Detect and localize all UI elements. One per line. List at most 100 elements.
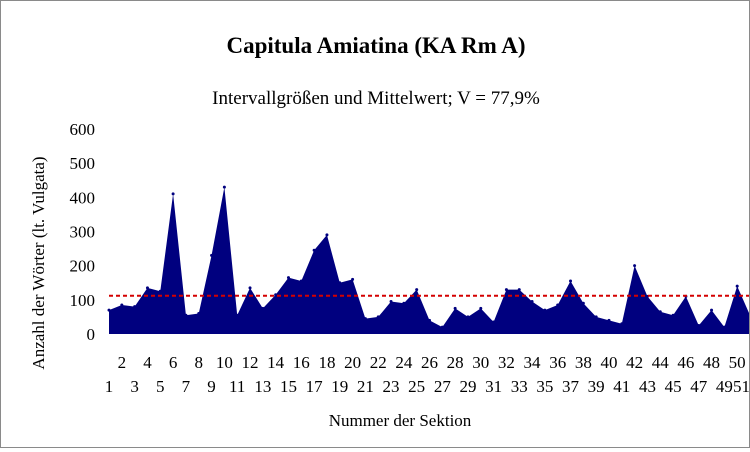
x-tick-label: 29 [459, 377, 476, 396]
data-point-31 [492, 320, 496, 324]
data-point-28 [453, 306, 457, 310]
y-tick-label: 0 [87, 325, 96, 344]
y-tick-label: 600 [70, 120, 96, 139]
y-tick-label: 100 [70, 291, 96, 310]
x-tick-label: 44 [652, 353, 670, 372]
x-tick-label: 30 [472, 353, 489, 372]
x-tick-label: 49 [716, 377, 733, 396]
x-tick-label: 38 [575, 353, 592, 372]
x-tick-label: 39 [588, 377, 605, 396]
x-tick-label: 25 [408, 377, 425, 396]
x-tick-label: 37 [562, 377, 580, 396]
x-tick-label: 45 [665, 377, 682, 396]
x-tick-label: 7 [182, 377, 191, 396]
x-tick-label: 51 [733, 377, 749, 396]
x-tick-label: 50 [729, 353, 746, 372]
y-tick-label: 200 [70, 257, 96, 276]
y-tick-label: 500 [70, 154, 96, 173]
x-tick-label: 11 [229, 377, 245, 396]
data-point-45 [671, 313, 675, 317]
x-tick-label: 3 [130, 377, 139, 396]
data-point-27 [440, 325, 444, 329]
data-point-50 [735, 284, 739, 288]
data-point-14 [274, 293, 278, 297]
chart-title: Capitula Amiatina (KA Rm A) [226, 33, 525, 58]
x-tick-label: 2 [118, 353, 127, 372]
data-point-21 [363, 317, 367, 321]
data-point-12 [248, 286, 252, 290]
x-tick-label: 41 [613, 377, 630, 396]
data-point-22 [376, 315, 380, 319]
x-tick-label: 48 [703, 353, 720, 372]
series-area [109, 187, 750, 334]
data-point-44 [658, 310, 662, 314]
data-point-9 [210, 253, 214, 257]
plot-area [107, 129, 750, 334]
x-tick-label: 9 [207, 377, 216, 396]
data-point-42 [633, 264, 637, 268]
x-axis-label: Nummer der Sektion [329, 411, 472, 430]
x-tick-label: 22 [370, 353, 387, 372]
x-tick-label: 27 [434, 377, 452, 396]
data-point-39 [594, 315, 598, 319]
x-tick-label: 10 [216, 353, 233, 372]
x-tick-label: 23 [383, 377, 400, 396]
data-point-1 [107, 308, 111, 312]
x-tick-label: 19 [331, 377, 348, 396]
x-tick-label: 24 [395, 353, 413, 372]
data-point-7 [184, 313, 188, 317]
data-point-33 [517, 288, 521, 292]
data-point-30 [479, 306, 483, 310]
data-point-4 [145, 286, 149, 290]
x-tick-label: 12 [242, 353, 259, 372]
x-tick-label: 36 [549, 353, 566, 372]
data-point-23 [389, 300, 393, 304]
x-tick-label: 5 [156, 377, 165, 396]
data-point-5 [158, 289, 162, 293]
x-tick-label: 15 [280, 377, 297, 396]
data-point-26 [428, 318, 431, 322]
data-point-2 [120, 303, 124, 307]
y-axis-ticks: 0 100 200 300 400 500 600 [70, 120, 96, 344]
data-point-47 [697, 323, 701, 327]
x-tick-label: 46 [677, 353, 694, 372]
x-tick-label: 31 [485, 377, 502, 396]
data-point-17 [312, 248, 316, 252]
data-point-49 [722, 325, 726, 329]
x-tick-label: 17 [306, 377, 324, 396]
x-tick-label: 4 [143, 353, 152, 372]
x-tick-label: 43 [639, 377, 656, 396]
x-tick-label: 16 [293, 353, 310, 372]
x-tick-label: 42 [626, 353, 643, 372]
data-point-24 [402, 301, 406, 305]
x-tick-label: 8 [194, 353, 203, 372]
data-point-3 [133, 305, 137, 309]
y-tick-label: 300 [70, 223, 96, 242]
x-tick-label: 32 [498, 353, 515, 372]
x-tick-label: 20 [344, 353, 361, 372]
x-axis-ticks: 1234567891011121314151617181920212223242… [105, 353, 750, 396]
data-point-41 [620, 322, 624, 326]
data-point-16 [299, 279, 303, 283]
data-point-32 [504, 288, 508, 292]
data-point-6 [171, 192, 175, 196]
x-tick-label: 47 [690, 377, 708, 396]
x-tick-label: 33 [511, 377, 528, 396]
data-point-11 [235, 313, 239, 317]
data-point-35 [543, 308, 547, 312]
x-tick-label: 40 [600, 353, 617, 372]
data-point-38 [581, 301, 585, 305]
data-point-10 [222, 185, 226, 189]
x-tick-label: 35 [536, 377, 553, 396]
data-point-29 [466, 315, 470, 319]
x-tick-label: 21 [357, 377, 374, 396]
x-tick-label: 1 [105, 377, 114, 396]
data-point-18 [325, 233, 329, 237]
x-tick-label: 34 [524, 353, 542, 372]
x-tick-label: 18 [318, 353, 335, 372]
x-tick-label: 14 [267, 353, 285, 372]
x-tick-label: 13 [254, 377, 271, 396]
data-point-8 [197, 312, 201, 315]
